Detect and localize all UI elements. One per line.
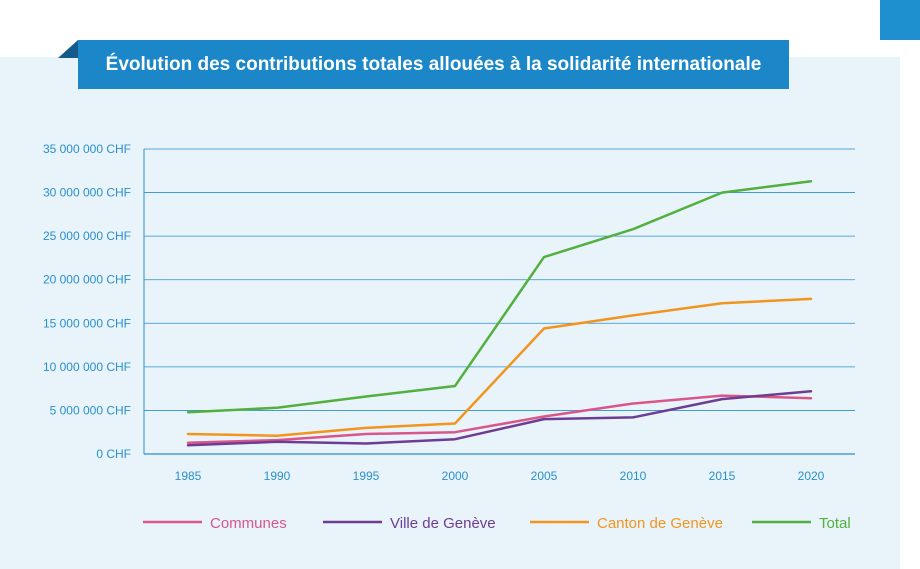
series-line-ville-de-gen-ve — [186, 390, 813, 447]
x-tick-label: 2020 — [798, 469, 825, 483]
y-tick-label: 25 000 000 CHF — [43, 229, 131, 243]
grid — [143, 148, 855, 455]
x-tick-label: 2010 — [620, 469, 647, 483]
legend-label: Canton de Genève — [597, 515, 723, 532]
legend-label: Ville de Genève — [390, 515, 496, 532]
x-axis-ticks: 1985 1990 1995 2000 2005 2010 2015 2020 — [175, 469, 825, 483]
y-tick-label: 0 CHF — [96, 447, 131, 461]
y-tick-label: 15 000 000 CHF — [43, 316, 131, 330]
series-line-total — [186, 179, 813, 414]
y-tick-label: 35 000 000 CHF — [43, 142, 131, 156]
x-tick-label: 2000 — [442, 469, 469, 483]
x-tick-label: 2005 — [531, 469, 558, 483]
chart-panel — [0, 57, 900, 569]
y-tick-label: 30 000 000 CHF — [43, 186, 131, 200]
chart-title: Évolution des contributions totales allo… — [78, 40, 789, 89]
title-tab-fold — [58, 40, 78, 58]
legend-label: Total — [819, 515, 851, 532]
x-tick-label: 1985 — [175, 469, 202, 483]
y-tick-label: 5 000 000 CHF — [50, 403, 131, 417]
y-tick-label: 10 000 000 CHF — [43, 360, 131, 374]
corner-accent — [880, 0, 920, 40]
x-tick-label: 1995 — [353, 469, 380, 483]
x-tick-label: 2015 — [709, 469, 736, 483]
legend: Communes Ville de Genève Canton de Genève T… — [143, 515, 851, 532]
series-lines — [186, 179, 813, 447]
series-line-communes — [186, 394, 813, 444]
y-axis-ticks: 0 CHF 5 000 000 CHF 10 000 000 CHF 15 000 0… — [43, 142, 131, 461]
legend-label: Communes — [210, 515, 287, 532]
x-tick-label: 1990 — [264, 469, 291, 483]
series-line-canton-de-gen-ve — [186, 297, 813, 437]
y-tick-label: 20 000 000 CHF — [43, 273, 131, 287]
